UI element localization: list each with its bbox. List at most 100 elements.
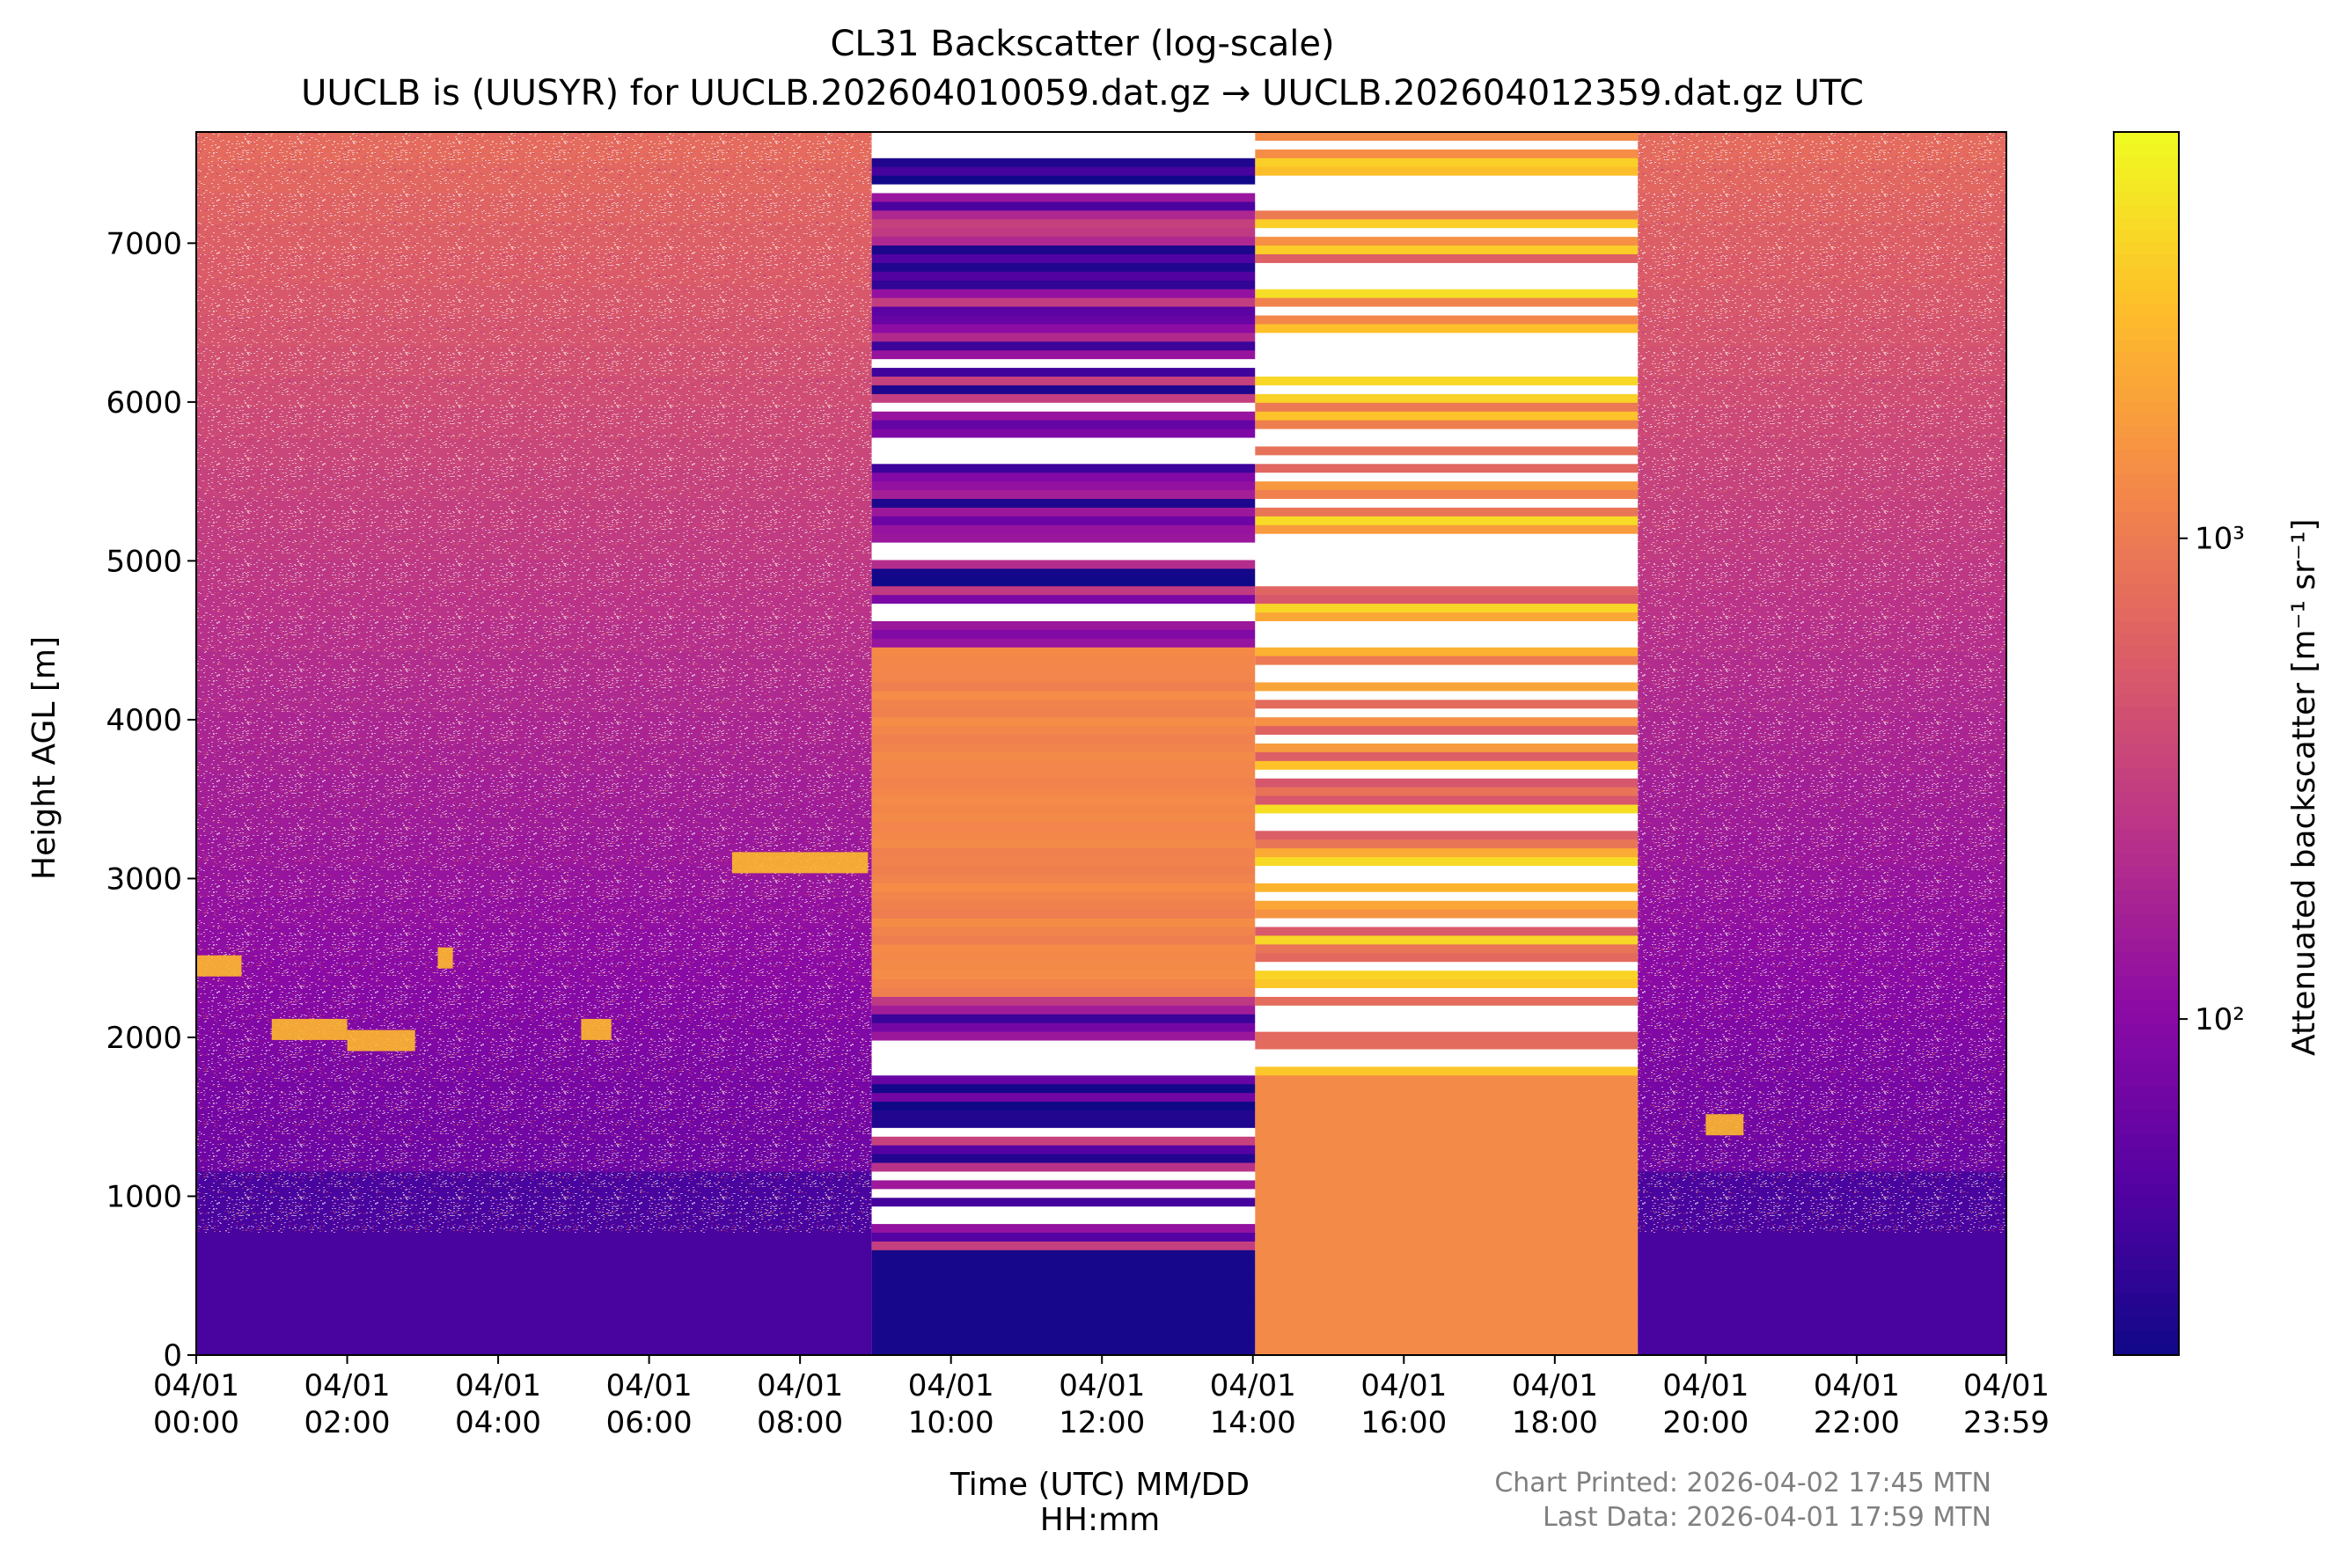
stripe-2-124: [1255, 1215, 1639, 1225]
stripe-2-84: [1255, 866, 1639, 876]
stripe-1-0: [871, 132, 1256, 142]
colorbar-step-32: [2114, 523, 2179, 537]
stripe-2-92: [1255, 935, 1639, 945]
stripe-1-53: [871, 595, 1256, 604]
colorbar-tick-label-1: 10³: [2195, 522, 2245, 557]
stripe-2-121: [1255, 1189, 1639, 1198]
colorbar-step-15: [2114, 315, 2179, 328]
colorbar-step-13: [2114, 290, 2179, 304]
x-tick-date-9: 04/01: [1512, 1368, 1598, 1403]
stripe-1-21: [871, 315, 1256, 326]
stripe-1-51: [871, 577, 1256, 587]
colorbar-step-80: [2114, 1110, 2179, 1124]
stripe-1-75: [871, 787, 1256, 797]
colorbar-step-96: [2114, 1306, 2179, 1319]
colorbar-step-81: [2114, 1122, 2179, 1136]
stripe-1-12: [871, 237, 1256, 246]
stripe-2-68: [1255, 726, 1639, 736]
noise-band-0-37: [196, 1263, 872, 1294]
stripe-2-114: [1255, 1127, 1639, 1138]
stripe-1-42: [871, 499, 1256, 509]
stripe-2-27: [1255, 368, 1639, 377]
stripe-1-108: [871, 1075, 1256, 1085]
colorbar-step-75: [2114, 1049, 2179, 1062]
stripe-1-73: [871, 769, 1256, 780]
colorbar-step-70: [2114, 988, 2179, 1001]
stripe-1-36: [871, 446, 1256, 456]
colorbar-label: Attenuated backscatter [m⁻¹ sr⁻¹]: [2286, 518, 2322, 1056]
x-tick-time-11: 22:00: [1814, 1405, 1900, 1440]
stripe-2-135: [1255, 1311, 1639, 1321]
stripe-2-118: [1255, 1162, 1639, 1173]
stripe-2-63: [1255, 682, 1639, 692]
stripe-2-10: [1255, 219, 1639, 229]
colorbar-step-29: [2114, 487, 2179, 500]
stripe-1-33: [871, 420, 1256, 430]
stripe-2-88: [1255, 900, 1639, 911]
noise-band-0-36: [196, 1233, 872, 1264]
colorbar-step-91: [2114, 1244, 2179, 1258]
chart-subtitle: UUCLB is (UUSYR) for UUCLB.202604010059.…: [301, 73, 1864, 114]
stripe-2-119: [1255, 1171, 1639, 1182]
stripe-2-86: [1255, 883, 1639, 893]
stripe-2-128: [1255, 1249, 1639, 1260]
stripe-2-120: [1255, 1180, 1639, 1190]
stripe-1-107: [871, 1066, 1256, 1076]
stripe-1-66: [871, 708, 1256, 718]
stripe-1-24: [871, 341, 1256, 351]
colorbar-step-23: [2114, 413, 2179, 427]
stripe-1-136: [871, 1320, 1256, 1330]
stripe-2-43: [1255, 507, 1639, 517]
stripe-1-80: [871, 831, 1256, 840]
stripe-1-81: [871, 839, 1256, 849]
stripe-2-72: [1255, 760, 1639, 771]
colorbar-step-90: [2114, 1233, 2179, 1246]
stripe-1-19: [871, 297, 1256, 308]
stripe-2-69: [1255, 735, 1639, 744]
stripe-1-9: [871, 210, 1256, 220]
stripe-1-100: [871, 1005, 1256, 1015]
stripe-1-47: [871, 542, 1256, 553]
stripe-2-51: [1255, 577, 1639, 587]
cloud-layer-6: [1705, 1114, 1744, 1136]
stripe-2-102: [1255, 1022, 1639, 1033]
stripe-1-52: [871, 586, 1256, 596]
stripe-1-62: [871, 673, 1256, 684]
noise-band-0-38: [196, 1293, 872, 1325]
stripe-2-52: [1255, 586, 1639, 596]
colorbar-step-47: [2114, 707, 2179, 720]
stripe-2-55: [1255, 612, 1639, 622]
colorbar-step-57: [2114, 829, 2179, 842]
colorbar-step-68: [2114, 964, 2179, 977]
chart-title: CL31 Backscatter (log-scale): [830, 24, 1335, 64]
cloud-layer-4: [581, 1018, 612, 1040]
stripe-2-41: [1255, 490, 1639, 500]
stripe-2-131: [1255, 1276, 1639, 1286]
stripe-1-132: [871, 1285, 1256, 1295]
colorbar-step-55: [2114, 804, 2179, 817]
stripe-2-112: [1255, 1110, 1639, 1120]
colorbar-step-41: [2114, 633, 2179, 647]
stripe-1-134: [871, 1302, 1256, 1312]
stripe-2-95: [1255, 962, 1639, 971]
stripe-1-71: [871, 751, 1256, 762]
x-tick-date-11: 04/01: [1814, 1368, 1900, 1403]
stripe-1-78: [871, 813, 1256, 823]
stripe-2-35: [1255, 437, 1639, 448]
stripe-1-2: [871, 149, 1256, 159]
stripe-2-14: [1255, 254, 1639, 264]
colorbar-step-56: [2114, 817, 2179, 830]
stripe-1-25: [871, 350, 1256, 360]
stripe-2-81: [1255, 839, 1639, 849]
stripe-2-36: [1255, 446, 1639, 456]
stripe-2-74: [1255, 778, 1639, 788]
stripe-1-131: [871, 1276, 1256, 1286]
colorbar-step-6: [2114, 205, 2179, 218]
stripe-1-110: [871, 1093, 1256, 1103]
stripe-1-59: [871, 647, 1256, 657]
colorbar-step-2: [2114, 156, 2179, 170]
stripe-1-37: [871, 455, 1256, 465]
colorbar-step-63: [2114, 902, 2179, 916]
stripe-1-65: [871, 700, 1256, 709]
colorbar-step-64: [2114, 914, 2179, 928]
